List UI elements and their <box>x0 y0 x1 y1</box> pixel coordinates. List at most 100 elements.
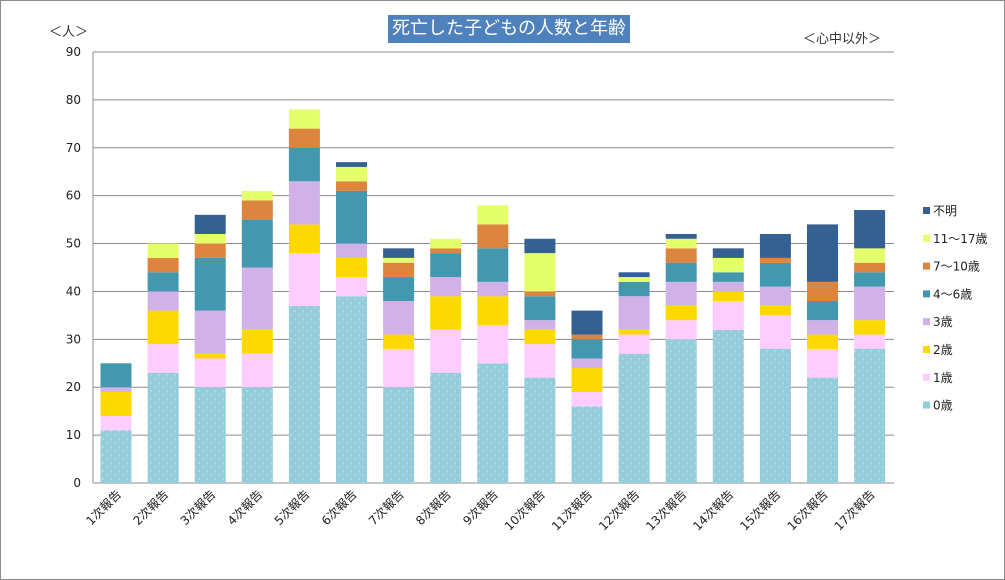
bar-segment <box>524 320 556 330</box>
y-tick-label: 80 <box>66 93 81 107</box>
bar-segment <box>430 296 462 330</box>
bar-segment <box>194 358 226 388</box>
bar-segment <box>618 353 650 483</box>
legend-swatch <box>923 346 930 353</box>
bar-segment <box>336 181 367 191</box>
bar-segment <box>854 272 886 287</box>
bar-segment <box>383 348 415 388</box>
bar-segment <box>336 243 367 258</box>
legend-label: 不明 <box>933 204 957 218</box>
bar-segment <box>807 224 838 282</box>
legend-label: 1歳 <box>933 371 953 385</box>
x-tick-label: 9次報告 <box>460 487 501 528</box>
bar-segment <box>759 305 791 316</box>
bar-segment <box>194 353 226 359</box>
bar-segment <box>665 238 697 249</box>
y-tick-label: 40 <box>66 284 81 298</box>
x-tick-label: 6次報告 <box>319 487 360 528</box>
bar-segment <box>759 257 791 263</box>
bar-segment <box>854 320 886 335</box>
bar-segment <box>383 334 415 349</box>
bar-segment <box>241 353 273 388</box>
y-tick-label: 20 <box>66 380 81 394</box>
bar-segment <box>430 253 462 278</box>
chart-annotation: ＜心中以外＞ <box>803 32 882 47</box>
bar-segment <box>430 248 462 254</box>
bar-segment <box>194 387 226 483</box>
bar-segment <box>854 286 886 321</box>
bar-segment <box>477 281 509 297</box>
bar-segment <box>147 310 179 345</box>
bar-segment <box>665 233 697 239</box>
legend-label: 11～17歳 <box>933 232 988 246</box>
bar-segment <box>100 415 132 431</box>
bar-segment <box>665 339 697 483</box>
bar-segment <box>100 392 132 416</box>
x-tick-label: 2次報告 <box>130 487 171 528</box>
bar-segment <box>524 253 556 292</box>
legend-swatch <box>923 373 930 381</box>
x-tick-label: 16次報告 <box>784 487 830 533</box>
bar-segment <box>807 301 838 321</box>
bar-segment <box>241 219 273 268</box>
bar-segment <box>383 257 415 263</box>
bar-segment <box>288 253 320 306</box>
bar-segment <box>571 334 603 340</box>
bar-segment <box>147 243 179 258</box>
legend-label: 3歳 <box>933 315 953 329</box>
bar-segment <box>336 190 367 244</box>
bar-segment <box>383 262 415 278</box>
bar-segment <box>288 181 320 225</box>
bar-segment <box>241 190 273 201</box>
bar-segment <box>100 387 132 393</box>
y-tick-label: 50 <box>66 237 81 251</box>
bar-segment <box>618 277 650 282</box>
bar-segment <box>241 200 273 220</box>
bar-segment <box>336 296 367 483</box>
bar-segment <box>241 387 273 483</box>
bar-segment <box>194 310 226 354</box>
bar-segment <box>571 310 603 335</box>
bar-segment <box>477 205 509 225</box>
y-tick-label: 30 <box>66 332 81 346</box>
legend-swatch <box>923 290 930 298</box>
bar-segment <box>383 301 415 335</box>
bar-segment <box>571 368 603 393</box>
bar-segment <box>147 344 179 373</box>
bar-segment <box>241 267 273 330</box>
bar-segment <box>336 166 367 182</box>
bar-segment <box>618 272 650 278</box>
bar-segment <box>524 344 556 378</box>
bar-segment <box>147 372 179 483</box>
bar-segment <box>147 257 179 273</box>
bar-segment <box>807 334 838 349</box>
bar-segment <box>430 238 462 249</box>
bar-segment <box>524 238 556 254</box>
x-tick-label: 4次報告 <box>225 487 266 528</box>
x-tick-label: 3次報告 <box>178 487 219 528</box>
legend-swatch <box>923 207 930 214</box>
bar-segment <box>665 305 697 321</box>
x-tick-label: 1次報告 <box>83 487 124 528</box>
bar-segment <box>665 248 697 263</box>
bar-segment <box>759 233 791 258</box>
bar-segment <box>854 262 886 273</box>
bar-segment <box>477 324 509 364</box>
bar-segment <box>712 281 744 292</box>
legend-swatch <box>923 318 930 326</box>
bar-segment <box>854 334 886 349</box>
x-tick-label: 14次報告 <box>690 487 736 533</box>
x-tick-label: 15次報告 <box>737 487 783 533</box>
bar-segment <box>712 301 744 330</box>
bar-segment <box>477 363 509 483</box>
y-tick-label: 70 <box>66 141 81 155</box>
bar-segment <box>571 406 603 483</box>
bar-segment <box>618 334 650 354</box>
bar-segment <box>712 291 744 302</box>
bar-segment <box>665 320 697 340</box>
bar-segment <box>618 329 650 335</box>
bar-segment <box>854 248 886 263</box>
bar-segment <box>618 296 650 330</box>
